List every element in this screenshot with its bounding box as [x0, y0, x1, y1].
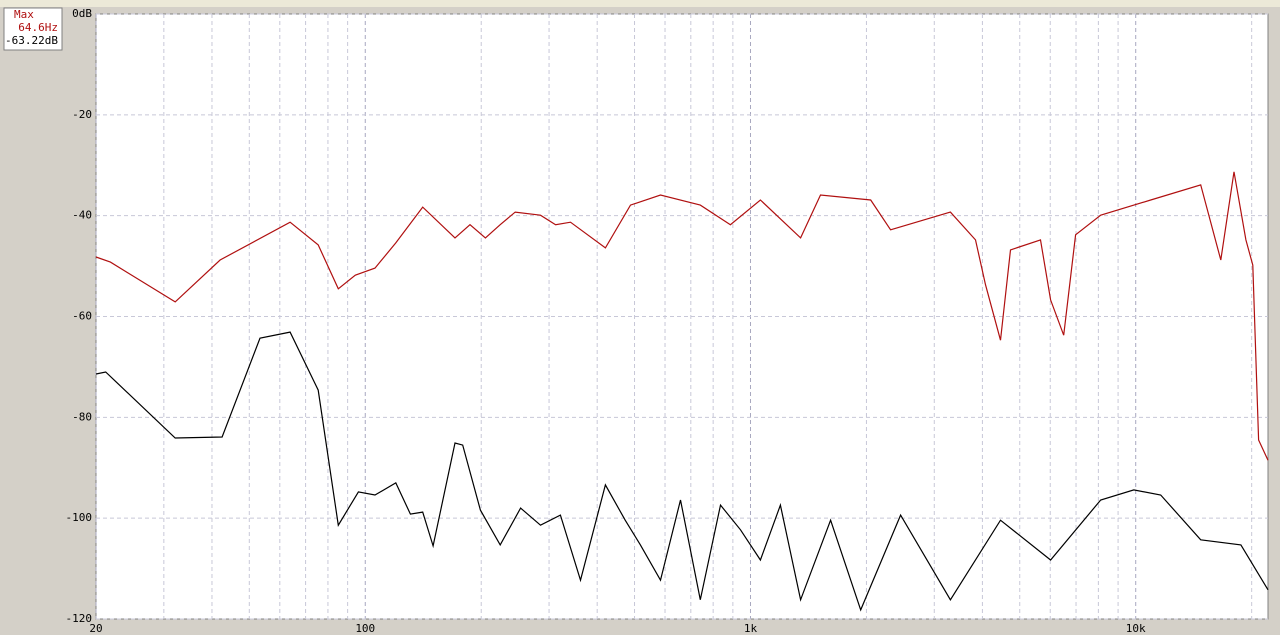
annotation-title: Max: [14, 8, 34, 21]
top-bar: [0, 0, 1280, 7]
lines: [95, 171, 1269, 612]
y-tick-label: -60: [72, 310, 92, 323]
annotation-level: -63.22dB: [5, 34, 58, 47]
y-tick-label: -20: [72, 108, 92, 121]
y-tick-label: -80: [72, 410, 92, 423]
series-line: [95, 331, 1269, 612]
series-line: [95, 171, 1269, 461]
labels: 20 100 1k 10k 0dB -20 -40 -60 -80 -100 -120: [66, 7, 1147, 635]
x-tick-label: 100: [355, 622, 375, 635]
x-tick-label: 20: [89, 622, 102, 635]
annotation-box: [3, 7, 63, 51]
y-tick-label: -40: [72, 209, 92, 222]
y-tick-label: -120: [66, 612, 93, 625]
y-tick-label: 0dB: [72, 7, 92, 20]
annotation-freq: 64.6Hz: [18, 21, 58, 34]
y-tick-label: -100: [66, 511, 93, 524]
grid: [95, 13, 1268, 620]
x-tick-label: 10k: [1126, 622, 1146, 635]
x-tick-label: 1k: [744, 622, 758, 635]
